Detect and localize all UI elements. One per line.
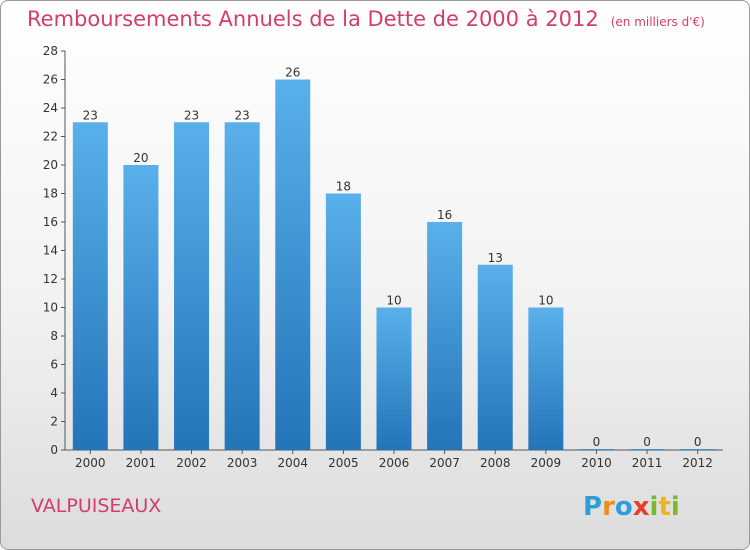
data-label: 23 (83, 108, 98, 122)
proxiti-logo[interactable]: Proxiti (583, 492, 680, 522)
bar (680, 449, 716, 450)
data-label: 18 (336, 180, 351, 194)
bar (325, 193, 361, 450)
y-tick-label: 28 (43, 44, 58, 58)
chart-header: Remboursements Annuels de la Dette de 20… (27, 7, 705, 31)
data-label: 16 (437, 208, 452, 222)
chart-subtitle: (en milliers d'€) (610, 15, 705, 29)
x-tick-label: 2006 (379, 456, 410, 470)
x-tick-label: 2001 (126, 456, 157, 470)
data-label: 10 (538, 294, 553, 308)
y-tick-label: 10 (43, 301, 58, 315)
bar (72, 122, 108, 450)
logo-letter: t (658, 492, 671, 522)
y-tick-label: 14 (43, 244, 58, 258)
bar (427, 222, 463, 450)
x-tick-label: 2005 (328, 456, 359, 470)
bars (72, 79, 716, 450)
logo-letter: o (614, 492, 633, 522)
y-tick-label: 20 (43, 158, 58, 172)
x-tick-label: 2003 (227, 456, 258, 470)
bar (123, 165, 159, 450)
y-tick-label: 4 (50, 386, 58, 400)
data-label: 0 (694, 435, 702, 449)
commune-name: VALPUISEAUX (31, 495, 162, 517)
bar (275, 79, 311, 450)
y-tick-label: 8 (50, 329, 58, 343)
logo-letter: r (602, 492, 615, 522)
y-tick-label: 22 (43, 130, 58, 144)
data-label: 26 (285, 66, 300, 80)
data-label: 13 (488, 251, 503, 265)
logo-letter: i (670, 492, 680, 522)
bar (224, 122, 260, 450)
x-tick-label: 2012 (682, 456, 713, 470)
y-tick-label: 16 (43, 215, 58, 229)
bar (528, 307, 564, 450)
x-tick-label: 2007 (429, 456, 460, 470)
y-tick-label: 26 (43, 73, 58, 87)
x-tick-label: 2004 (277, 456, 308, 470)
y-tick-label: 24 (43, 101, 58, 115)
y-tick-label: 6 (50, 358, 58, 372)
data-label: 23 (184, 108, 199, 122)
x-tick-label: 2002 (176, 456, 207, 470)
data-label: 10 (386, 294, 401, 308)
logo-letter: x (632, 492, 650, 522)
bar (578, 449, 614, 450)
bar (477, 264, 513, 450)
labels: 2000 23 2001 20 2002 23 2003 23 2004 26 2005 18 2006… (75, 66, 713, 471)
bar (174, 122, 210, 450)
y-tick-label: 0 (50, 443, 58, 457)
data-label: 20 (133, 151, 148, 165)
x-tick-label: 2000 (75, 456, 106, 470)
x-tick-label: 2010 (581, 456, 612, 470)
bar (376, 307, 412, 450)
logo-letter: i (649, 492, 659, 522)
y-tick-label: 12 (43, 272, 58, 286)
chart-title: Remboursements Annuels de la Dette de 20… (27, 7, 599, 31)
x-tick-label: 2008 (480, 456, 511, 470)
bar (629, 449, 665, 450)
y-tick-label: 2 (50, 415, 58, 429)
data-label: 23 (235, 108, 250, 122)
data-label: 0 (593, 435, 601, 449)
x-tick-label: 2011 (632, 456, 663, 470)
x-tick-label: 2009 (531, 456, 562, 470)
y-tick-label: 18 (43, 187, 58, 201)
logo-letter: P (583, 492, 603, 522)
data-label: 0 (643, 435, 651, 449)
